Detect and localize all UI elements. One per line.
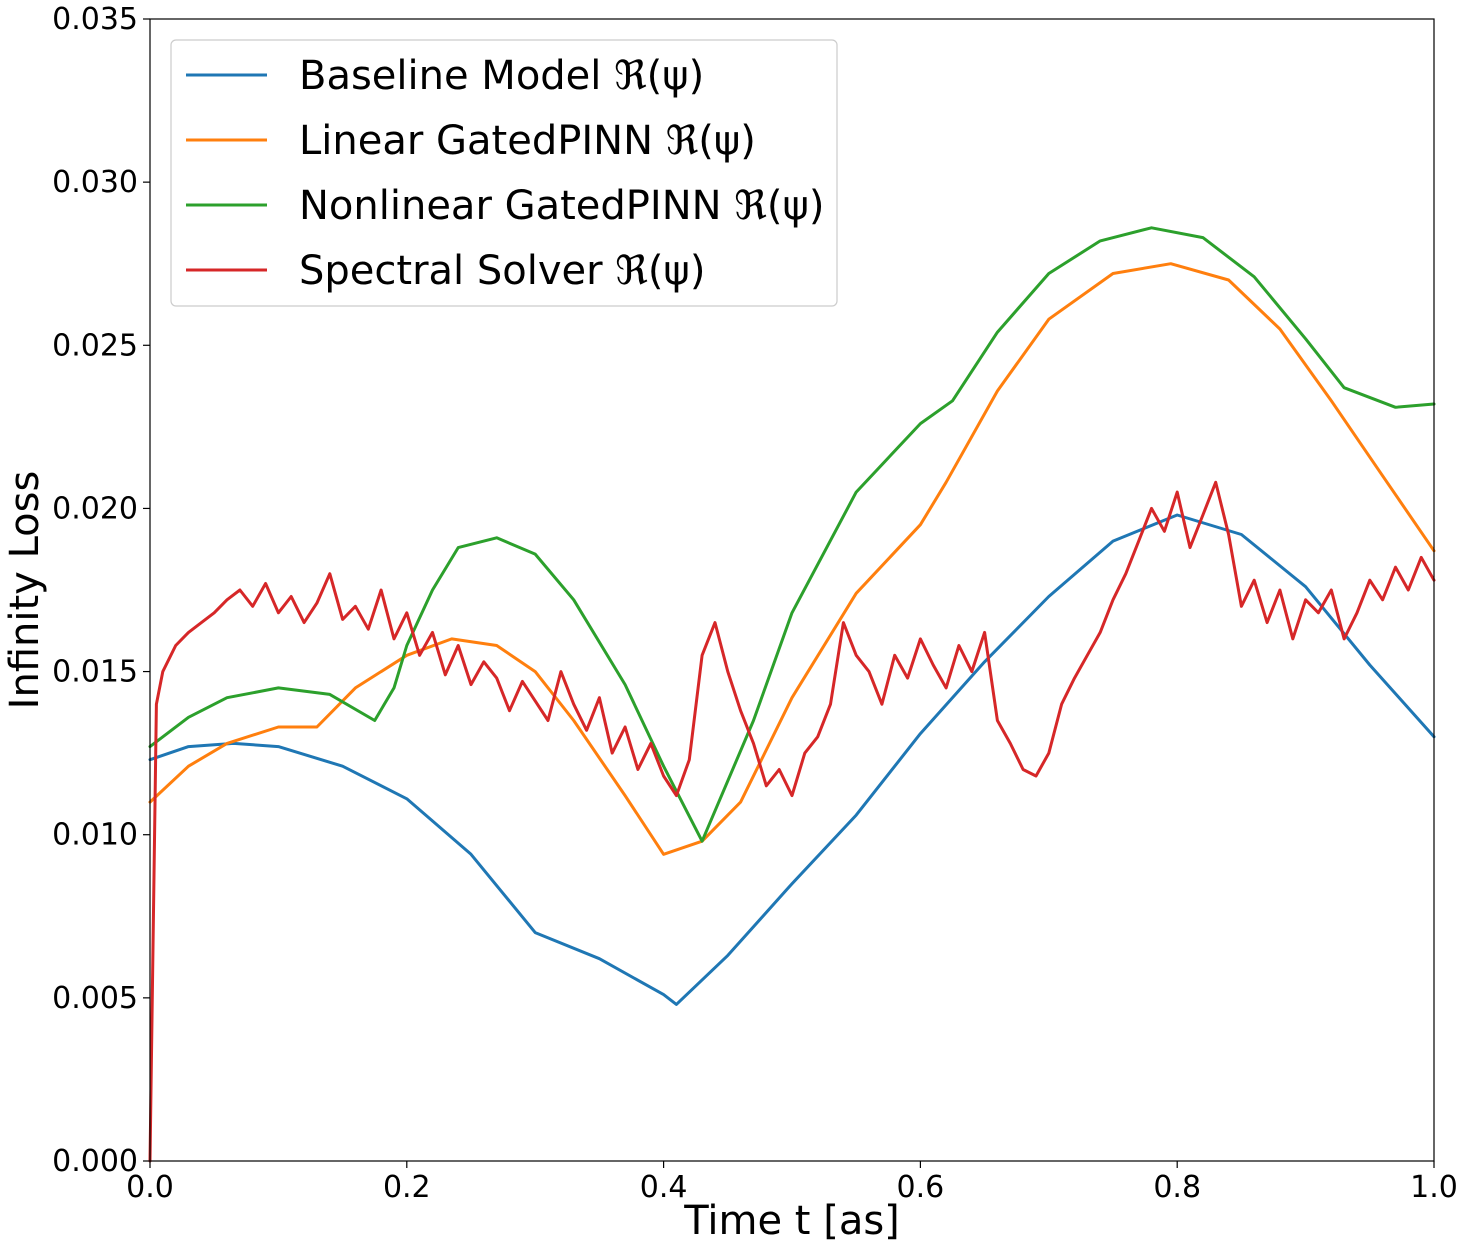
- series-layer: [148, 226, 1436, 1163]
- legend-label: Spectral Solver ℜ(ψ): [299, 248, 705, 294]
- series-line-3: [148, 226, 1436, 843]
- y-tick-label: 0.025: [52, 328, 138, 363]
- legend-label: Nonlinear GatedPINN ℜ(ψ): [299, 183, 824, 229]
- legend-label: Baseline Model ℜ(ψ): [299, 53, 704, 99]
- y-tick-label: 0.020: [52, 491, 138, 526]
- x-tick-label: 0.8: [1153, 1170, 1201, 1205]
- y-tick-label: 0.015: [52, 655, 138, 690]
- y-axis: 0.000 0.005 0.010 0.015 0.020 0.025 0.030 0.035: [52, 2, 150, 1179]
- y-axis-title: Infinity Loss: [2, 471, 48, 710]
- legend-box: [170, 39, 838, 307]
- x-axis: 0.0 0.2 0.4 0.6 0.8 1.0: [126, 1161, 1458, 1205]
- y-tick-label: 0.010: [52, 818, 138, 853]
- y-tick-label: 0.035: [52, 2, 138, 37]
- series-line-1: [148, 513, 1436, 1006]
- y-tick-label: 0.030: [52, 165, 138, 200]
- x-tick-label: 1.0: [1410, 1170, 1458, 1205]
- legend: Baseline Model ℜ(ψ) Linear GatedPINN ℜ(ψ)…: [170, 39, 838, 307]
- plot-frame: [149, 18, 1435, 1162]
- x-axis-title: Time t [as]: [683, 1198, 900, 1244]
- x-tick-label: 0.4: [640, 1170, 688, 1205]
- y-tick-label: 0.000: [52, 1144, 138, 1179]
- x-tick-label: 0.0: [126, 1170, 174, 1205]
- series-line-2: [148, 262, 1436, 856]
- legend-label: Linear GatedPINN ℜ(ψ): [299, 118, 756, 164]
- series-line-4: [148, 480, 1436, 1163]
- x-tick-label: 0.2: [383, 1170, 431, 1205]
- x-tick-label: 0.6: [897, 1170, 945, 1205]
- y-tick-label: 0.005: [52, 981, 138, 1016]
